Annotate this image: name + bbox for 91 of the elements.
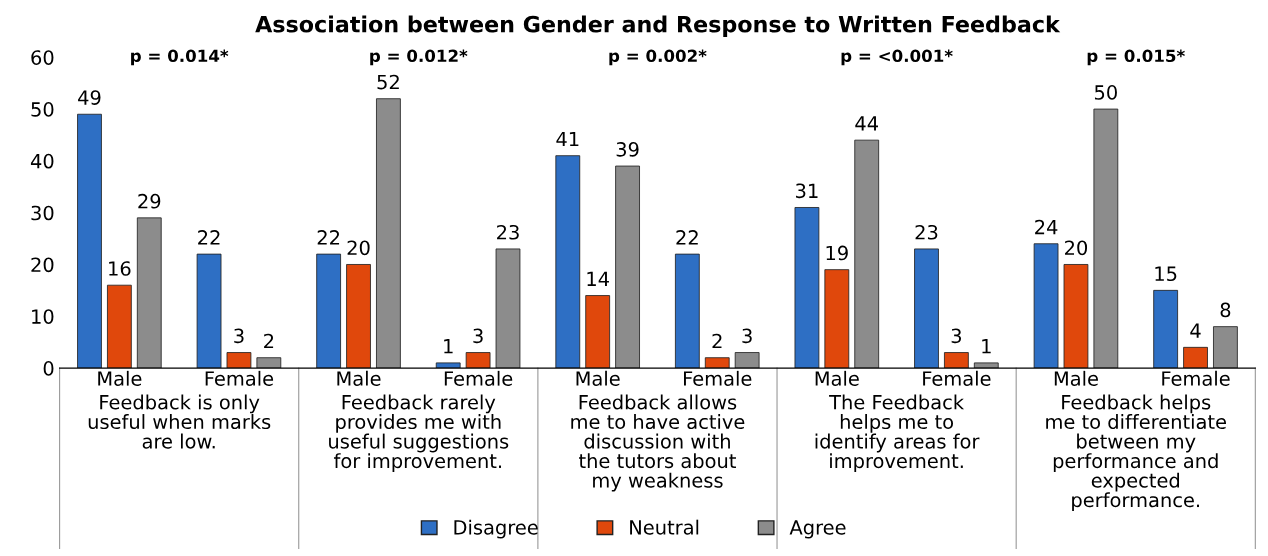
data-label: 41 bbox=[556, 131, 579, 147]
y-tick-label: 0 bbox=[43, 361, 54, 376]
bar bbox=[1063, 264, 1089, 369]
data-label: 39 bbox=[616, 142, 639, 157]
bar bbox=[376, 98, 401, 369]
annotation: p = 0.014* bbox=[131, 49, 229, 66]
data-label: 1 bbox=[982, 339, 991, 354]
x-tick-label: Female bbox=[444, 370, 513, 386]
bar bbox=[1153, 289, 1179, 369]
bar bbox=[615, 165, 640, 369]
annotation: p = 0.015* bbox=[1087, 49, 1185, 66]
data-label: 2 bbox=[712, 333, 722, 349]
text: Feedback rarely provides me with useful suggestions for improvement. bbox=[329, 394, 509, 472]
bar bbox=[824, 269, 850, 369]
x-tick-label: Female bbox=[684, 370, 752, 386]
x-tick-label: Male bbox=[1054, 370, 1098, 386]
bar bbox=[465, 352, 491, 369]
data-label: 22 bbox=[676, 230, 698, 245]
y-tick-label: 10 bbox=[32, 309, 54, 324]
annotation: p = <0.001* bbox=[841, 49, 953, 66]
text: The Feedback helps me to identify areas for improvement. bbox=[815, 394, 980, 472]
bar bbox=[1183, 346, 1208, 369]
data-label: 3 bbox=[742, 328, 752, 344]
data-label: 1 bbox=[444, 339, 453, 354]
bar bbox=[794, 207, 820, 369]
data-label: 24 bbox=[1035, 219, 1058, 235]
data-label: 14 bbox=[587, 271, 609, 286]
y-tick-label: 30 bbox=[31, 205, 54, 221]
data-label: 20 bbox=[1065, 240, 1088, 256]
data-label: 3 bbox=[234, 328, 244, 344]
bar bbox=[914, 248, 939, 369]
data-label: 29 bbox=[138, 193, 161, 209]
data-label: 3 bbox=[951, 328, 962, 344]
data-label: 8 bbox=[1220, 302, 1231, 318]
legend-label: Neutral bbox=[630, 519, 699, 535]
text: Feedback allows me to have active discussion with the tutors about my weakness bbox=[571, 394, 745, 492]
bar bbox=[107, 284, 132, 369]
bar bbox=[256, 357, 282, 369]
bar bbox=[495, 248, 521, 369]
data-label: 22 bbox=[317, 230, 340, 245]
x-tick-label: Female bbox=[205, 370, 274, 386]
text: Feedback helps me to differentiate between my performance and expected performance. bbox=[1046, 394, 1226, 512]
bar bbox=[226, 352, 252, 369]
bar bbox=[854, 139, 880, 369]
bar bbox=[136, 217, 162, 369]
bar bbox=[585, 295, 611, 369]
bar bbox=[1033, 243, 1059, 369]
annotation: p = 0.012* bbox=[370, 49, 468, 66]
bar bbox=[77, 113, 102, 369]
y-tick-label: 50 bbox=[31, 102, 54, 117]
x-tick-label: Male bbox=[337, 370, 381, 386]
bar bbox=[346, 264, 371, 369]
x-tick-label: Male bbox=[98, 370, 142, 386]
bar bbox=[1213, 326, 1238, 369]
bar bbox=[435, 362, 461, 369]
annotation: p = 0.002* bbox=[609, 49, 707, 66]
y-tick-label: 60 bbox=[31, 50, 54, 65]
data-label: 22 bbox=[198, 230, 220, 245]
bar bbox=[944, 352, 969, 369]
data-label: 16 bbox=[109, 261, 131, 276]
bar bbox=[674, 253, 700, 369]
bar bbox=[1093, 108, 1119, 369]
legend-label: Agree bbox=[789, 520, 846, 539]
legend-label: Disagree bbox=[454, 519, 538, 539]
data-label: 49 bbox=[78, 90, 101, 105]
data-label: 3 bbox=[473, 328, 483, 344]
y-tick-label: 40 bbox=[30, 153, 54, 169]
y-tick-label: 20 bbox=[31, 257, 54, 273]
bar bbox=[734, 352, 760, 369]
x-tick-label: Male bbox=[576, 370, 620, 386]
bar bbox=[555, 155, 581, 369]
text: Feedback is only useful when marks are low. bbox=[88, 394, 271, 449]
data-label: 4 bbox=[1190, 323, 1201, 338]
data-label: 52 bbox=[377, 74, 399, 90]
data-label: 31 bbox=[796, 183, 818, 199]
data-label: 50 bbox=[1094, 85, 1117, 100]
data-label: 19 bbox=[826, 245, 848, 261]
data-label: 2 bbox=[264, 333, 274, 349]
bar bbox=[973, 362, 999, 369]
x-tick-label: Female bbox=[923, 370, 991, 386]
x-tick-label: Male bbox=[815, 370, 859, 386]
x-tick-label: Female bbox=[1162, 370, 1230, 386]
data-label: 44 bbox=[855, 116, 878, 131]
chart-title: Association between Gender and Response to Written Feedback bbox=[255, 15, 1061, 37]
bar bbox=[196, 253, 222, 369]
data-label: 15 bbox=[1155, 266, 1177, 282]
data-label: 20 bbox=[347, 240, 370, 256]
data-label: 23 bbox=[915, 224, 938, 240]
bar bbox=[704, 357, 730, 369]
bar bbox=[316, 253, 342, 369]
data-label: 23 bbox=[497, 224, 519, 240]
